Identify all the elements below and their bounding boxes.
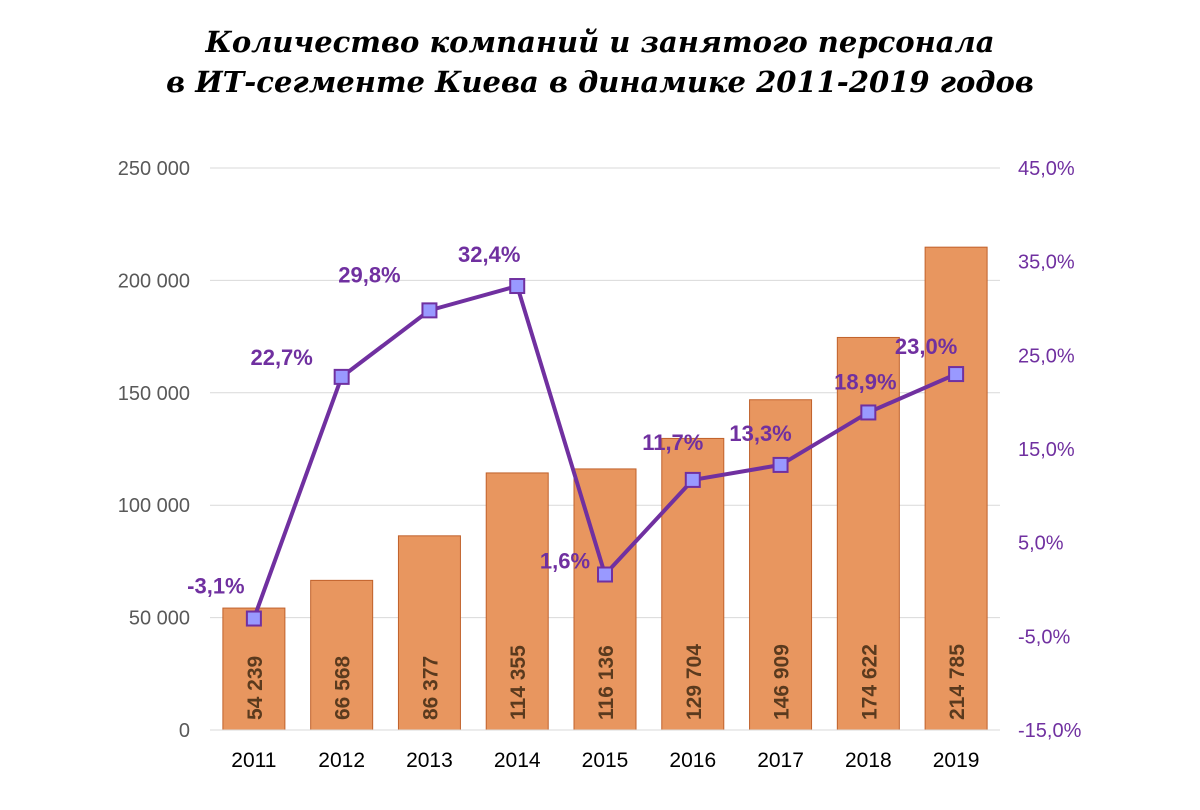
line-data-label: 23,0%: [895, 334, 957, 359]
bar-data-label: 54 239: [244, 656, 267, 720]
chart-title-line-1: Количество компаний и занятого персонала: [205, 25, 995, 59]
line-marker: [245, 610, 262, 627]
chart-title-line-2: в ИТ-сегменте Киева в динамике 2011-2019…: [166, 65, 1034, 99]
y-left-tick-label: 150 000: [118, 383, 190, 405]
bar: [485, 472, 549, 731]
bar-data-label: 214 785: [946, 644, 969, 720]
line-marker: [772, 456, 789, 473]
chart-title: Количество компаний и занятого персонала…: [0, 22, 1200, 102]
line-data-label: 32,4%: [458, 242, 520, 267]
axes: 0 50 000 100 000 150 000 200 000 250 000 -15,0…: [118, 158, 1082, 772]
x-tick-label: 2016: [669, 749, 716, 772]
line-marker: [333, 368, 350, 385]
line-series: -3,1% 22,7% 29,8% 32,4% 1,6% 11,7% 13,3% 18,9% 2…: [187, 242, 965, 627]
line-marker: [948, 366, 965, 383]
y-left-tick-label: 0: [179, 720, 190, 742]
y-right-tick-label: 15,0%: [1018, 439, 1075, 461]
x-tick-label: 2012: [318, 749, 365, 772]
line-data-label: 29,8%: [338, 262, 400, 287]
bar-data-label: 146 909: [771, 644, 794, 720]
bar-series: 54 239 66 568 86 377 114 355 116 136 129 704 1…: [222, 246, 988, 731]
line-data-label: 11,7%: [642, 430, 703, 455]
x-tick-label: 2017: [757, 749, 804, 772]
line-data-label: -3,1%: [187, 574, 244, 599]
bar-data-label: 114 355: [507, 645, 530, 720]
bar-data-label: 174 622: [858, 644, 881, 720]
y-right-tick-label: -15,0%: [1018, 720, 1082, 742]
y-right-tick-label: -5,0%: [1018, 626, 1070, 648]
y-left-tick-label: 250 000: [118, 158, 190, 180]
y-left-tick-label: 200 000: [118, 270, 190, 292]
line-data-label: 18,9%: [834, 369, 896, 394]
line-marker: [509, 278, 526, 295]
y-right-tick-label: 25,0%: [1018, 345, 1075, 367]
bar-data-label: 66 568: [332, 655, 355, 720]
line-marker: [860, 404, 877, 421]
bar: [397, 535, 461, 731]
x-tick-label: 2013: [406, 749, 453, 772]
line-marker: [684, 471, 701, 488]
line-data-label: 22,7%: [250, 345, 312, 370]
bar-data-label: 129 704: [683, 644, 706, 720]
bar-data-label: 86 377: [419, 656, 442, 720]
x-tick-label: 2015: [582, 749, 629, 772]
x-tick-label: 2014: [494, 749, 541, 772]
line-marker: [597, 566, 613, 583]
x-tick-label: 2019: [933, 749, 980, 772]
y-left-tick-label: 50 000: [129, 608, 190, 630]
y-right-tick-label: 5,0%: [1018, 533, 1064, 555]
bar-data-label: 116 136: [595, 645, 618, 720]
line-marker: [421, 302, 438, 319]
line-data-label: 1,6%: [540, 549, 590, 574]
y-left-tick-label: 100 000: [118, 495, 190, 517]
x-tick-label: 2011: [231, 749, 276, 772]
line-data-label: 13,3%: [729, 421, 791, 446]
y-right-tick-label: 45,0%: [1018, 158, 1075, 180]
bar: [310, 579, 374, 731]
bar: [222, 607, 286, 731]
y-right-tick-label: 35,0%: [1018, 252, 1075, 274]
bar: [924, 246, 988, 731]
x-tick-label: 2018: [845, 749, 892, 772]
